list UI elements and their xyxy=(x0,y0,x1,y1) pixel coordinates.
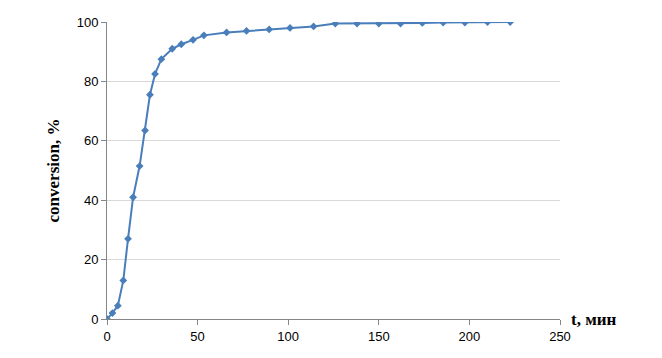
svg-text:100: 100 xyxy=(277,329,299,344)
svg-text:250: 250 xyxy=(549,329,571,344)
svg-text:80: 80 xyxy=(84,74,98,89)
svg-text:200: 200 xyxy=(459,329,481,344)
svg-text:conversion, %: conversion, % xyxy=(44,119,63,223)
svg-text:60: 60 xyxy=(84,133,98,148)
svg-text:40: 40 xyxy=(84,193,98,208)
svg-text:20: 20 xyxy=(84,252,98,267)
svg-text:0: 0 xyxy=(103,329,110,344)
svg-text:100: 100 xyxy=(77,15,99,30)
svg-text:t, мин: t, мин xyxy=(571,310,617,329)
svg-text:150: 150 xyxy=(368,329,390,344)
svg-text:0: 0 xyxy=(91,312,98,327)
svg-text:50: 50 xyxy=(190,329,204,344)
